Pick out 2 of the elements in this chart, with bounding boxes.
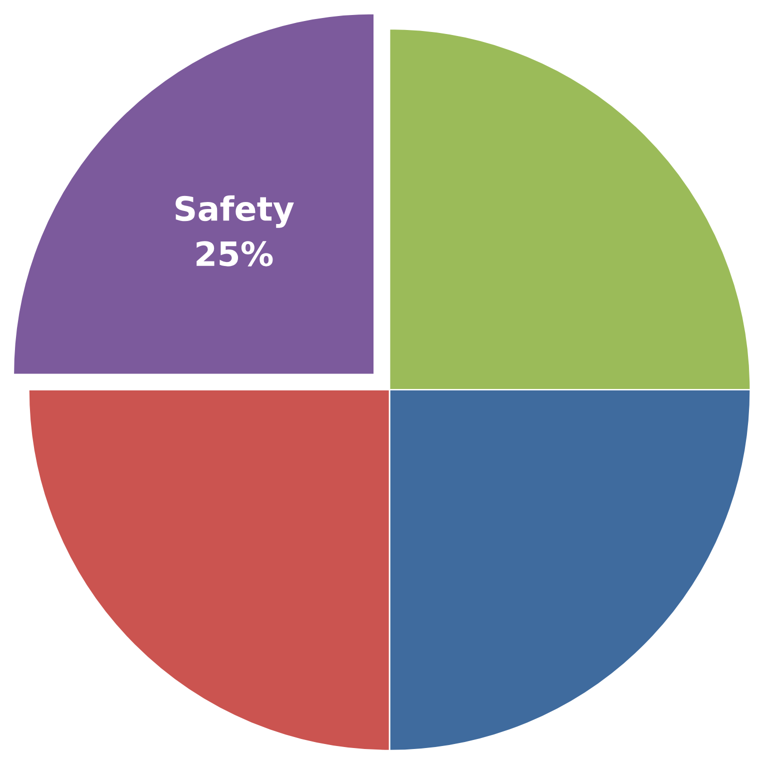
data-label: 25% [196, 241, 273, 266]
slice-label: Safety [176, 195, 294, 228]
